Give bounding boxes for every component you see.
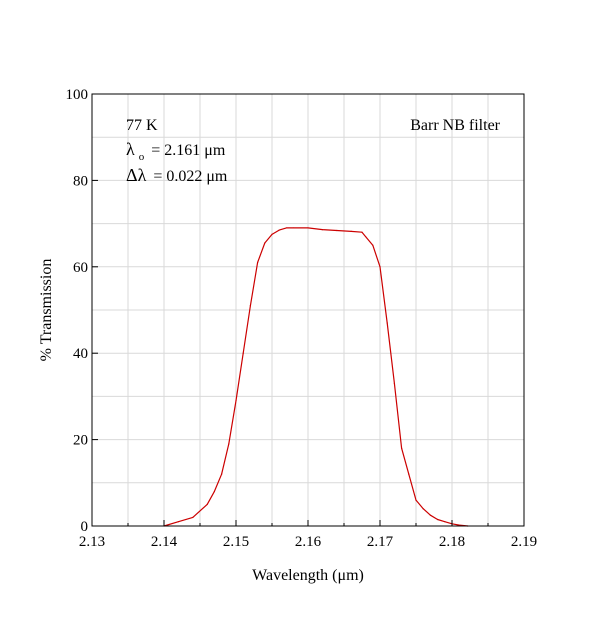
data-point — [285, 227, 287, 229]
annotation-center-wavelength: λ o = 2.161 μm — [126, 139, 226, 164]
data-point — [177, 521, 179, 523]
annotation-bandwidth: Δλ = 0.022 μm — [126, 165, 228, 185]
y-axis-title: % Transmission — [38, 259, 55, 362]
y-tick-label: 100 — [66, 87, 89, 103]
data-point — [458, 524, 460, 526]
data-point — [408, 473, 410, 475]
data-point — [350, 230, 352, 232]
x-tick-label: 2.18 — [439, 534, 465, 550]
data-point — [192, 516, 194, 518]
x-tick-label: 2.13 — [79, 534, 105, 550]
data-point — [228, 443, 230, 445]
data-point — [257, 261, 259, 264]
data-point — [242, 352, 244, 354]
data-point — [401, 447, 403, 449]
data-point — [444, 521, 446, 523]
data-point — [293, 227, 295, 229]
data-point — [365, 235, 367, 238]
data-point — [264, 242, 266, 244]
data-point — [221, 473, 223, 475]
data-point — [336, 229, 338, 232]
x-tick-label: 2.19 — [511, 534, 537, 550]
transmission-curve — [163, 227, 468, 527]
x-axis-title: Wavelength (μm) — [252, 567, 364, 584]
y-tick-label: 80 — [73, 173, 88, 189]
data-point — [422, 508, 424, 510]
data-point — [307, 227, 309, 229]
plot-area — [163, 227, 469, 527]
data-point — [321, 229, 323, 231]
x-tick-label: 2.17 — [367, 534, 394, 550]
x-tick-label: 2.16 — [295, 534, 322, 550]
x-tick-label: 2.15 — [223, 534, 249, 550]
data-point — [386, 322, 388, 324]
y-tick-label: 0 — [81, 519, 89, 535]
data-point — [278, 229, 280, 231]
data-point — [206, 503, 208, 505]
bandwidth-value: = 0.022 μm — [153, 168, 228, 185]
y-tick-label: 60 — [73, 260, 88, 276]
center-wavelength-value: = 2.161 μm — [151, 142, 226, 159]
grid — [92, 94, 524, 526]
data-point — [213, 490, 215, 493]
data-point — [361, 231, 363, 233]
y-tick-label: 40 — [73, 346, 88, 362]
delta-lambda-symbol: Δλ — [126, 165, 147, 185]
data-point — [437, 518, 439, 521]
data-point — [393, 382, 395, 385]
data-point — [415, 499, 417, 501]
data-point — [271, 233, 273, 235]
lambda-subscript: o — [139, 151, 145, 163]
data-point — [249, 305, 251, 307]
data-point — [372, 244, 374, 246]
x-tick-label: 2.14 — [151, 534, 178, 550]
data-point — [379, 266, 381, 268]
annotation-filter-name: Barr NB filter — [410, 117, 500, 134]
y-tick-label: 20 — [73, 433, 88, 449]
annotation-temperature: 77 K — [126, 117, 158, 134]
lambda-symbol: λ — [126, 139, 135, 159]
data-point — [429, 514, 431, 516]
data-point — [235, 400, 237, 402]
axis-ticks: 2.13 2.14 2.15 2.16 2.17 2.18 2.19 0 20 40 60 80 100 — [66, 87, 538, 550]
